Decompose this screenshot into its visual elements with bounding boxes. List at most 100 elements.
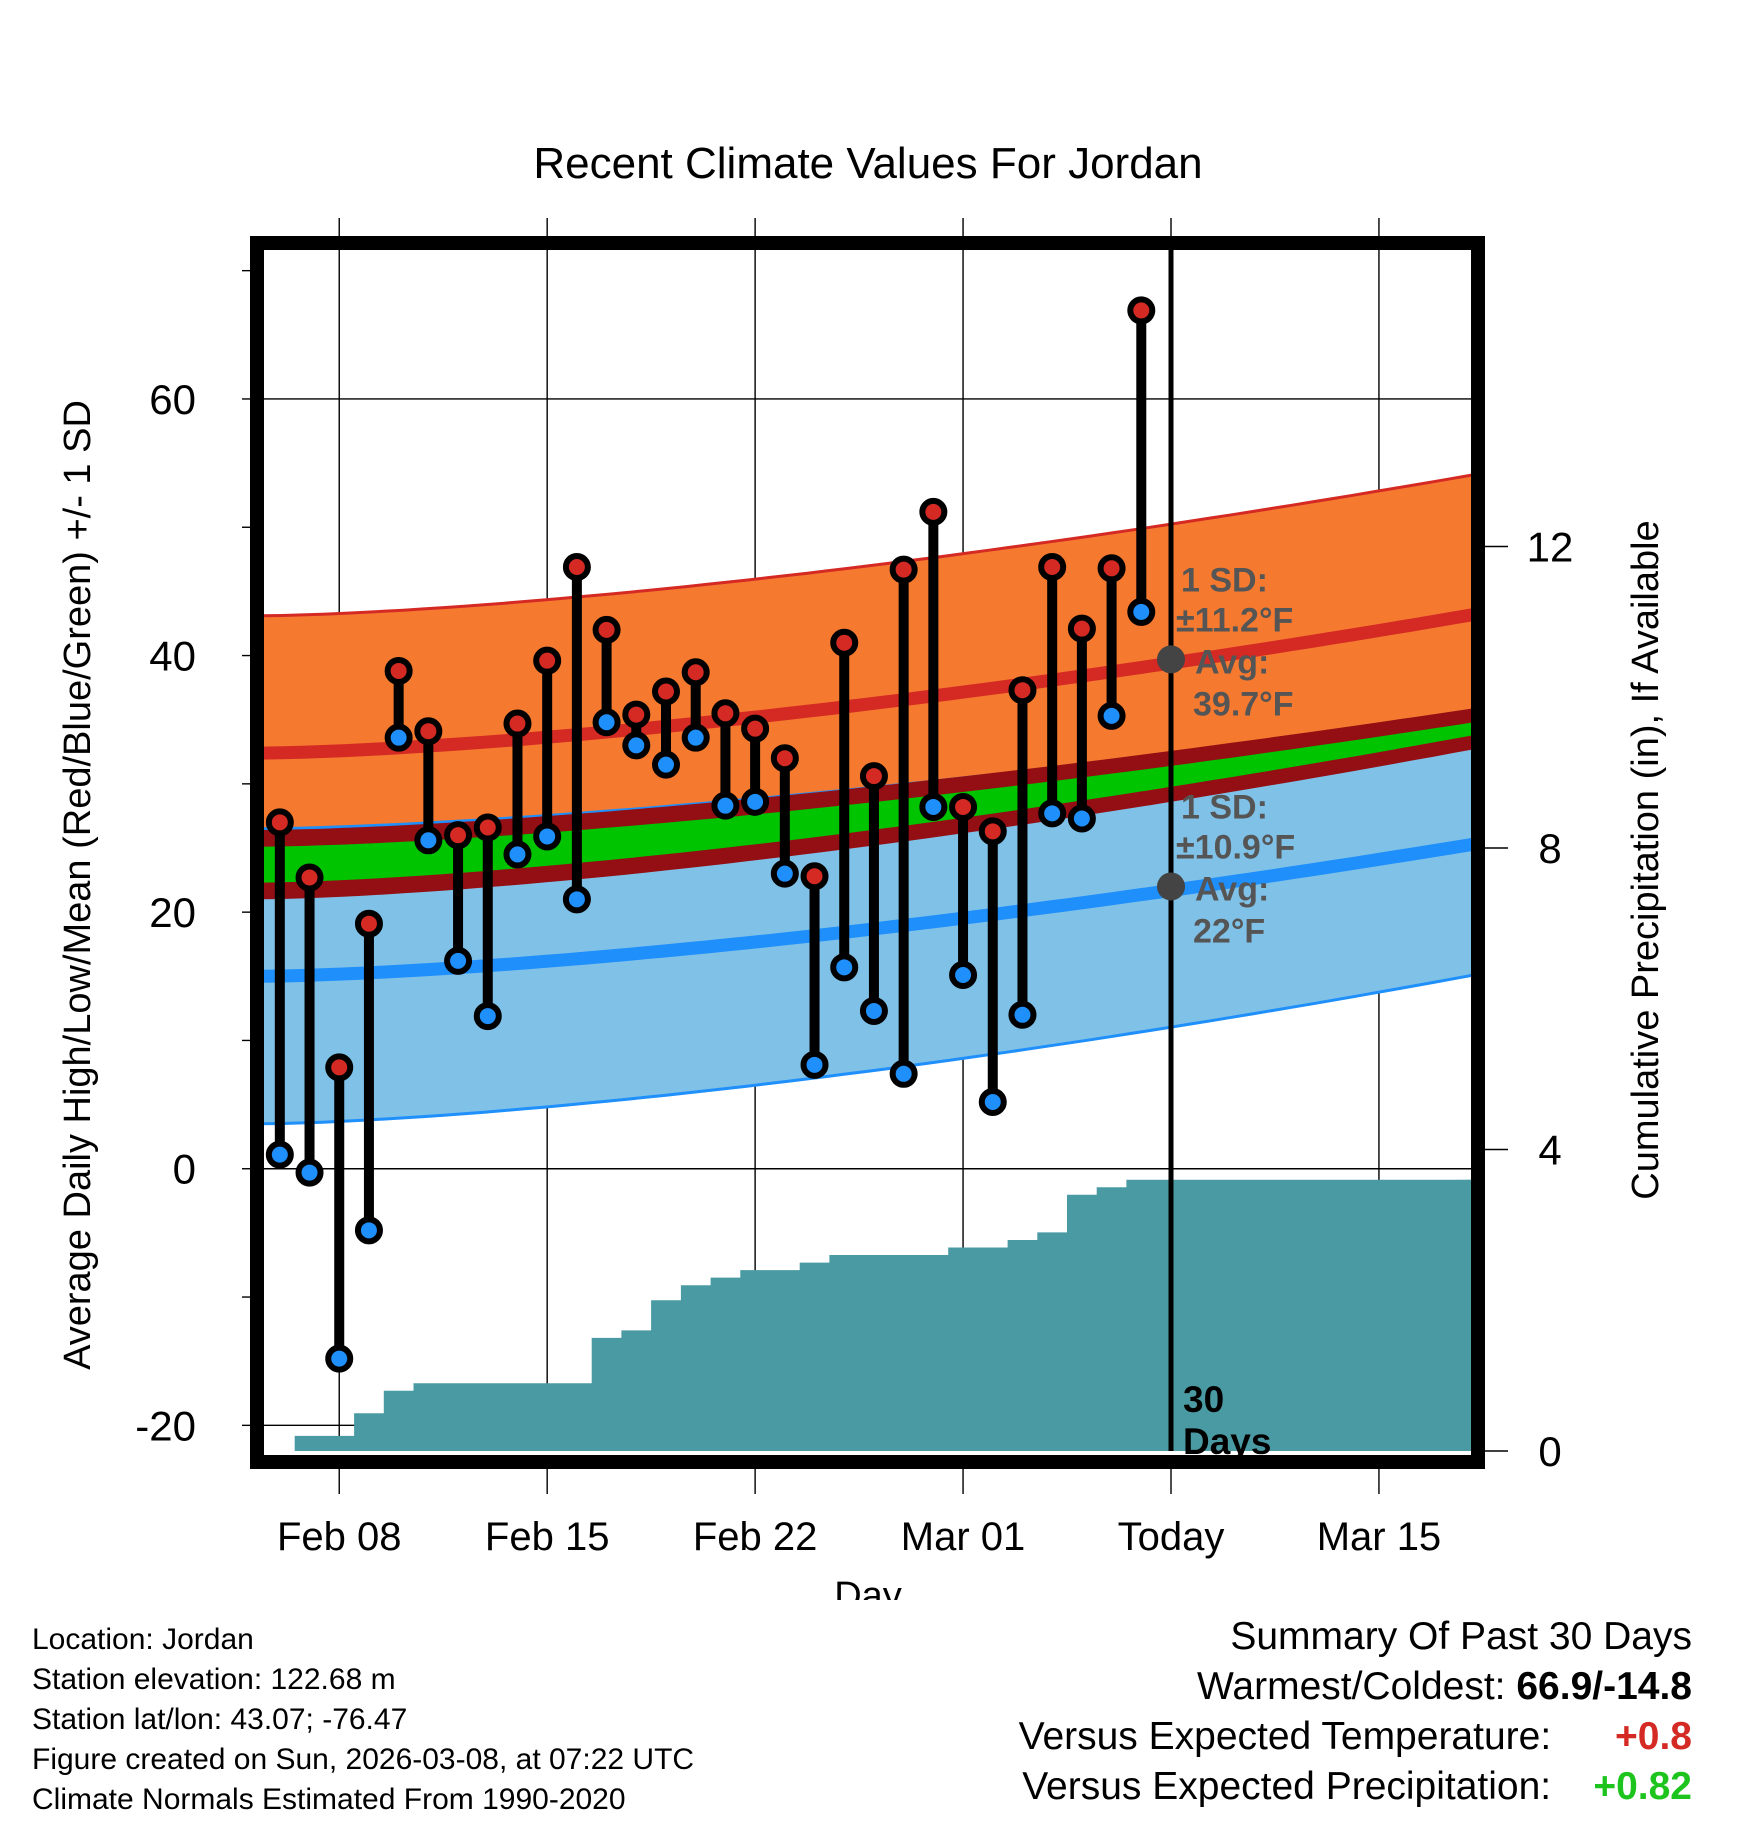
today-high-label-1: ±11.2°F [1176,601,1293,639]
obs-high-11 [592,615,621,644]
obs-low-0 [265,1140,294,1169]
obs-high-5 [414,717,443,746]
mean-band [262,722,1474,883]
created-text: Figure created on Sun, 2026-03-08, at 07… [32,1743,695,1776]
obs-low-27 [1067,804,1096,833]
x-tick-label-3: Mar 01 [901,1515,1026,1559]
obs-high-20 [859,762,888,791]
y-axis-labels: -20 0 20 40 60 [135,376,196,1449]
precipitation-area [265,1179,1474,1451]
y-tick-label-4: 60 [149,376,196,423]
precip-area [265,1179,1474,1451]
today-low-label-2: Avg: [1195,870,1269,908]
summary-title: Summary Of Past 30 Days [1230,1615,1692,1658]
obs-low-12 [622,731,651,760]
warm-cold-label: Warmest/Coldest: [1197,1665,1506,1708]
y2-tick-label-1: 4 [1538,1127,1561,1174]
today-low-label-3: 22°F [1193,912,1265,950]
obs-low-1 [295,1158,324,1187]
obs-low-14 [681,723,710,752]
obs-low-17 [770,859,799,888]
obs-low-29 [1127,597,1156,626]
obs-high-26 [1038,553,1067,582]
temp-value: +0.8 [1615,1715,1692,1758]
station-info: Location: Jordan Station elevation: 122.… [32,1620,694,1820]
obs-low-11 [592,708,621,737]
obs-low-18 [800,1050,829,1079]
latlon-text: Station lat/lon: 43.07; -76.47 [32,1703,408,1736]
y2-axis-labels: 0 4 8 12 [1527,524,1574,1476]
obs-low-2 [325,1344,354,1373]
obs-low-24 [978,1088,1007,1117]
obs-low-13 [652,750,680,779]
y2-tick-label-3: 12 [1527,524,1574,571]
climate-chart: Recent Climate Values For Jordan 1 SD:±1… [57,139,1667,1600]
obs-high-28 [1097,554,1126,583]
y2-tick-label-2: 8 [1538,825,1561,872]
obs-low-25 [1008,1000,1037,1029]
obs-high-12 [622,700,651,729]
obs-high-17 [770,744,799,773]
obs-low-4 [384,723,413,752]
obs-low-20 [859,996,888,1025]
obs-high-29 [1127,296,1156,325]
observed-temperatures [265,296,1156,1373]
obs-low-22 [919,792,948,821]
obs-high-15 [711,699,740,728]
x-tick-label-4: Today [1118,1515,1225,1559]
today-high-marker [1157,645,1185,674]
x-tick-label-0: Feb 08 [277,1515,402,1559]
obs-low-8 [503,840,532,869]
obs-low-15 [711,791,740,820]
precip-label: Versus Expected Precipitation: [1022,1765,1552,1808]
summary-precip: Versus Expected Precipitation: +0.82 [1019,1762,1692,1812]
obs-high-13 [652,677,680,706]
obs-high-25 [1008,676,1037,705]
y2-axis-title: Cumulative Precipitation (in), If Availa… [1625,520,1667,1199]
obs-low-7 [473,1002,502,1031]
normal-high-line [262,608,1474,760]
obs-high-14 [681,658,710,687]
normal-bands [262,473,1474,1126]
obs-low-19 [830,953,859,982]
obs-high-3 [354,909,383,938]
x-axis-labels: Feb 08 Feb 15 Feb 22 Mar 01 Today Mar 15 [277,1515,1441,1559]
obs-low-21 [889,1059,918,1088]
obs-high-18 [800,862,829,891]
obs-high-9 [533,646,562,675]
obs-high-8 [503,709,532,738]
today-high-label-0: 1 SD: [1181,561,1268,599]
plot-frame [250,236,1485,1469]
y-tick-label-1: 0 [173,1146,196,1193]
today-low-label-1: ±10.9°F [1176,828,1295,866]
obs-high-23 [949,792,978,821]
obs-low-16 [741,787,770,816]
x-axis-title: Day [834,1575,902,1600]
location-text: Location: Jordan [32,1623,254,1656]
precip-value: +0.82 [1593,1765,1692,1808]
today-high-label-2: Avg: [1195,643,1269,681]
x-tick-label-5: Mar 15 [1317,1515,1442,1559]
temp-label: Versus Expected Temperature: [1018,1715,1552,1758]
obs-high-1 [295,863,324,892]
warm-cold-value: 66.9/-14.8 [1516,1665,1692,1708]
obs-high-10 [562,553,591,582]
y-tick-label-0: -20 [135,1402,196,1449]
obs-high-27 [1067,614,1096,643]
x-tick-label-1: Feb 15 [485,1515,610,1559]
obs-high-19 [830,628,859,657]
y-tick-label-2: 20 [149,889,196,936]
summary-panel: Summary Of Past 30 Days Warmest/Coldest:… [1019,1612,1692,1812]
y2-tick-label-0: 0 [1538,1428,1561,1475]
obs-high-7 [473,813,502,842]
normals-text: Climate Normals Estimated From 1990-2020 [32,1783,626,1816]
obs-high-21 [889,555,918,584]
window-label-0: 30 [1183,1379,1224,1420]
obs-low-26 [1038,799,1067,828]
x-tick-label-2: Feb 22 [693,1515,818,1559]
obs-low-5 [414,826,443,855]
obs-high-4 [384,656,413,685]
obs-high-16 [741,714,770,743]
axis-ticks [242,269,1508,1494]
obs-low-23 [949,961,978,990]
